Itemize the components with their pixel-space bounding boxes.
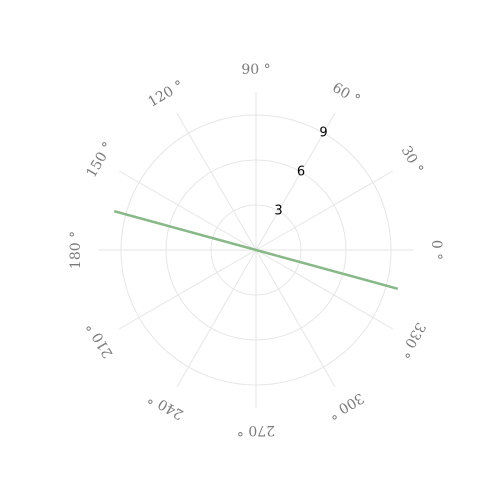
radial-tick-label-9: 9: [319, 126, 327, 141]
angular-tick-label-300: 300 °: [325, 389, 366, 422]
angular-tick-label-210: 210 °: [84, 319, 117, 360]
angular-tick-label-150: 150 °: [84, 139, 117, 180]
angular-spoke-210: [118, 249, 257, 330]
angular-tick-label-240: 240 °: [145, 389, 186, 422]
angular-spoke-30: [255, 170, 394, 251]
radial-tick-label-3: 3: [274, 204, 282, 219]
series-line-0: [113, 209, 399, 291]
series-layer: [113, 209, 399, 291]
polar-grid: [98, 92, 414, 408]
angular-tick-label-270: 270 °: [237, 422, 275, 438]
radial-tick-label-6: 6: [297, 165, 305, 180]
angular-spoke-240: [176, 249, 257, 388]
angular-spoke-60: [255, 112, 336, 251]
angular-spoke-150: [118, 170, 257, 251]
angular-tick-label-90: 90 °: [241, 62, 270, 78]
angular-spoke-300: [255, 249, 336, 388]
angular-tick-label-330: 330 °: [395, 319, 428, 360]
angular-tick-label-120: 120 °: [145, 78, 186, 111]
angular-tick-label-0: 0 °: [428, 240, 444, 260]
angular-spoke-330: [255, 249, 394, 330]
angular-tick-label-60: 60 °: [329, 80, 362, 108]
angular-spoke-120: [176, 112, 257, 251]
angular-tick-label-30: 30 °: [398, 143, 426, 176]
angular-tick-label-180: 180 °: [68, 231, 84, 269]
